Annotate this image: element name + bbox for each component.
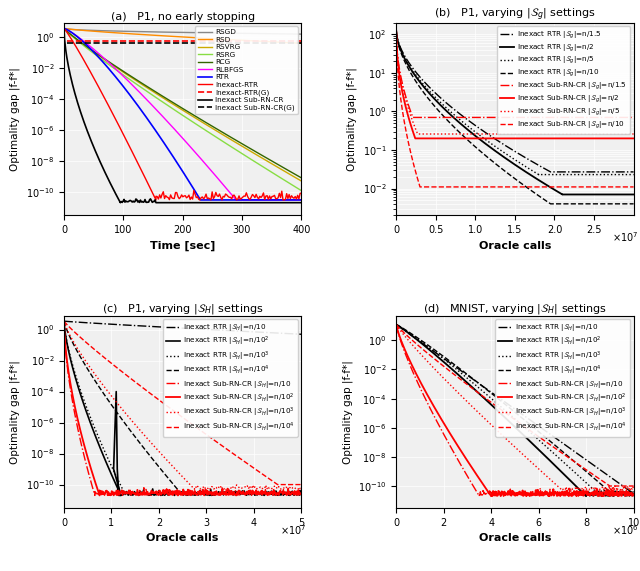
Title: (c)   P1, varying $|\mathcal{S}_H|$ settings: (c) P1, varying $|\mathcal{S}_H|$ settin… xyxy=(102,301,264,316)
Legend: Inexact RTR $|\mathcal{S}_H|$=n/10, Inexact RTR $|\mathcal{S}_H|$=n/10$^2$, Inex: Inexact RTR $|\mathcal{S}_H|$=n/10, Inex… xyxy=(163,319,298,437)
Y-axis label: Optimality gap |f-f*|: Optimality gap |f-f*| xyxy=(347,67,357,171)
Title: (a)   P1, no early stopping: (a) P1, no early stopping xyxy=(111,12,255,22)
X-axis label: Oracle calls: Oracle calls xyxy=(479,533,551,544)
Y-axis label: Optimality gap |f-f*|: Optimality gap |f-f*| xyxy=(10,360,20,464)
Text: $\times10^7$: $\times10^7$ xyxy=(280,524,306,537)
Legend: Inexact RTR $|\mathcal{S}_H|$=n/10, Inexact RTR $|\mathcal{S}_H|$=n/10$^2$, Inex: Inexact RTR $|\mathcal{S}_H|$=n/10, Inex… xyxy=(495,319,630,437)
Y-axis label: Optimality gap |f-f*|: Optimality gap |f-f*| xyxy=(342,360,353,464)
Legend: RSGD, RSD, RSVRG, RSRG, RCG, RLBFGS, RTR, Inexact-RTR, Inexact-RTR(G), Inexact S: RSGD, RSD, RSVRG, RSRG, RCG, RLBFGS, RTR… xyxy=(195,26,298,114)
Title: (b)   P1, varying $|\mathcal{S}_g|$ settings: (b) P1, varying $|\mathcal{S}_g|$ settin… xyxy=(434,6,596,23)
X-axis label: Time [sec]: Time [sec] xyxy=(150,241,215,251)
Text: $\times10^7$: $\times10^7$ xyxy=(612,231,638,244)
Y-axis label: Optimality gap |f-f*|: Optimality gap |f-f*| xyxy=(10,67,20,171)
Title: (d)   MNIST, varying $|\mathcal{S}_H|$ settings: (d) MNIST, varying $|\mathcal{S}_H|$ set… xyxy=(423,301,607,316)
X-axis label: Oracle calls: Oracle calls xyxy=(479,241,551,251)
X-axis label: Oracle calls: Oracle calls xyxy=(147,533,219,544)
Legend: Inexact RTR $|\mathcal{S}_g|$=n/1.5, Inexact RTR $|\mathcal{S}_g|$=n/2, Inexact : Inexact RTR $|\mathcal{S}_g|$=n/1.5, Ine… xyxy=(497,26,630,134)
Text: $\times10^6$: $\times10^6$ xyxy=(612,524,638,537)
